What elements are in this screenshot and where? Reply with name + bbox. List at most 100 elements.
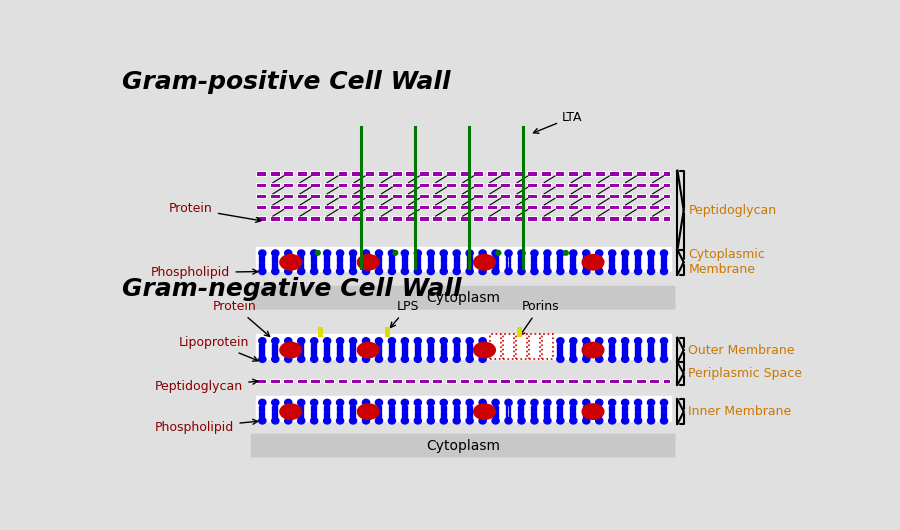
FancyBboxPatch shape (251, 286, 676, 310)
Bar (661, 350, 663, 356)
Bar (487, 205, 497, 209)
Ellipse shape (401, 338, 409, 344)
Ellipse shape (596, 250, 603, 257)
Bar (405, 378, 415, 383)
Ellipse shape (661, 418, 668, 424)
Ellipse shape (375, 268, 382, 275)
Bar (327, 350, 329, 356)
Bar (418, 205, 428, 209)
Bar (270, 183, 280, 187)
Bar (327, 262, 329, 268)
Bar (415, 406, 417, 411)
Bar (571, 350, 572, 356)
Bar (402, 257, 404, 262)
Ellipse shape (582, 356, 590, 363)
Bar (428, 350, 429, 356)
Ellipse shape (388, 399, 395, 406)
Bar (405, 412, 407, 418)
Bar (378, 205, 388, 209)
Bar (378, 378, 388, 383)
Bar (340, 344, 342, 350)
Bar (460, 378, 470, 383)
Ellipse shape (401, 356, 409, 363)
Ellipse shape (428, 338, 435, 344)
Ellipse shape (428, 418, 435, 424)
Bar (541, 205, 551, 209)
Bar (487, 183, 497, 187)
Bar (298, 344, 301, 350)
Bar (351, 172, 361, 176)
Bar (568, 183, 578, 187)
Ellipse shape (375, 250, 382, 257)
Bar (531, 412, 534, 418)
Bar (340, 262, 342, 268)
Bar (490, 334, 501, 359)
Bar (470, 262, 472, 268)
Bar (327, 257, 329, 262)
Bar (376, 350, 378, 356)
Bar (340, 406, 342, 411)
Ellipse shape (324, 250, 330, 257)
Bar (259, 350, 261, 356)
Bar (635, 412, 637, 418)
Bar (506, 412, 508, 418)
Bar (350, 406, 352, 411)
Bar (270, 378, 280, 383)
Bar (623, 216, 632, 220)
Bar (638, 406, 640, 411)
Bar (623, 183, 632, 187)
Bar (599, 257, 601, 262)
Bar (405, 183, 415, 187)
Bar (441, 412, 443, 418)
Bar (487, 194, 497, 198)
Ellipse shape (349, 399, 356, 406)
Bar (302, 406, 303, 411)
Bar (544, 412, 546, 418)
Bar (527, 378, 537, 383)
Ellipse shape (272, 399, 279, 406)
Text: Lipoprotein: Lipoprotein (178, 336, 258, 361)
Bar (473, 172, 483, 176)
Bar (531, 257, 534, 262)
Ellipse shape (440, 399, 447, 406)
Bar (402, 406, 404, 411)
Bar (622, 344, 624, 350)
Ellipse shape (298, 418, 305, 424)
Bar (482, 350, 484, 356)
Bar (456, 350, 459, 356)
Ellipse shape (388, 268, 395, 275)
Bar (256, 396, 670, 421)
Bar (353, 262, 355, 268)
Bar (256, 246, 670, 271)
Bar (298, 262, 301, 268)
Ellipse shape (647, 399, 654, 406)
Bar (284, 205, 293, 209)
Bar (314, 412, 316, 418)
Bar (431, 262, 433, 268)
Text: LTA: LTA (534, 111, 582, 133)
Ellipse shape (466, 268, 473, 275)
Bar (500, 172, 510, 176)
Ellipse shape (316, 251, 320, 255)
Bar (444, 344, 446, 350)
Bar (428, 406, 429, 411)
Bar (311, 344, 313, 350)
Ellipse shape (375, 356, 382, 363)
Bar (608, 378, 618, 383)
Ellipse shape (634, 356, 642, 363)
Bar (599, 406, 601, 411)
Ellipse shape (375, 418, 382, 424)
Bar (311, 262, 313, 268)
Bar (581, 183, 591, 187)
Bar (338, 183, 347, 187)
Bar (433, 216, 442, 220)
Bar (389, 412, 391, 418)
Bar (298, 350, 301, 356)
Bar (273, 406, 274, 411)
Bar (350, 262, 352, 268)
Bar (623, 194, 632, 198)
Ellipse shape (647, 418, 654, 424)
Bar (518, 257, 520, 262)
Ellipse shape (647, 250, 654, 257)
Bar (351, 194, 361, 198)
